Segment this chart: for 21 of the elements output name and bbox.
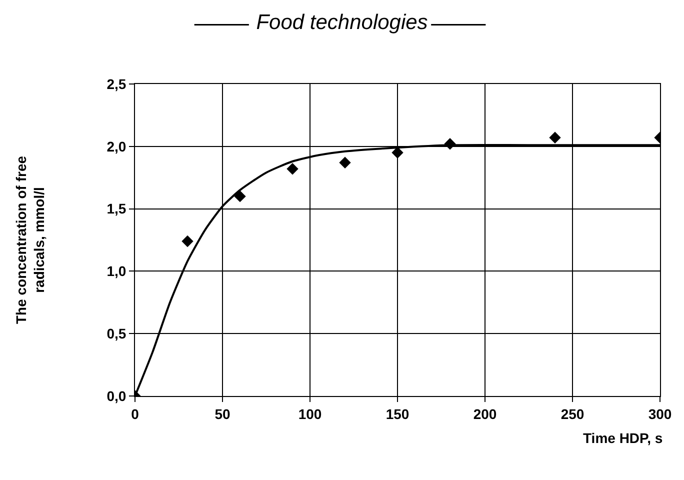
point	[339, 156, 351, 168]
y-tick-label: 1,0	[106, 263, 126, 280]
x-tick-label: 50	[214, 406, 230, 422]
y-tick-label: 0,5	[106, 326, 126, 342]
x-tick-label: 300	[648, 406, 672, 422]
point	[182, 235, 194, 248]
point	[286, 163, 298, 175]
x-tick-label: 200	[473, 406, 497, 422]
x-tick-label: 100	[298, 406, 322, 422]
point	[234, 190, 246, 202]
x-axis-title: Time HDP, s	[583, 430, 663, 446]
x-tick-label: 150	[386, 406, 410, 422]
y-tick-label: 2,0	[106, 138, 126, 154]
x-tick-label: 250	[560, 406, 584, 422]
y-tick-label: 2,5	[106, 76, 126, 92]
y-axis-title: The concentration of free radicals, mmol/l	[13, 156, 48, 324]
y-tick-label: 1,5	[106, 200, 126, 217]
y-tick-label: 0,0	[106, 388, 126, 404]
x-tick-label: 0	[131, 406, 140, 422]
point	[549, 132, 561, 144]
chart-title: Food technologies	[256, 10, 428, 34]
